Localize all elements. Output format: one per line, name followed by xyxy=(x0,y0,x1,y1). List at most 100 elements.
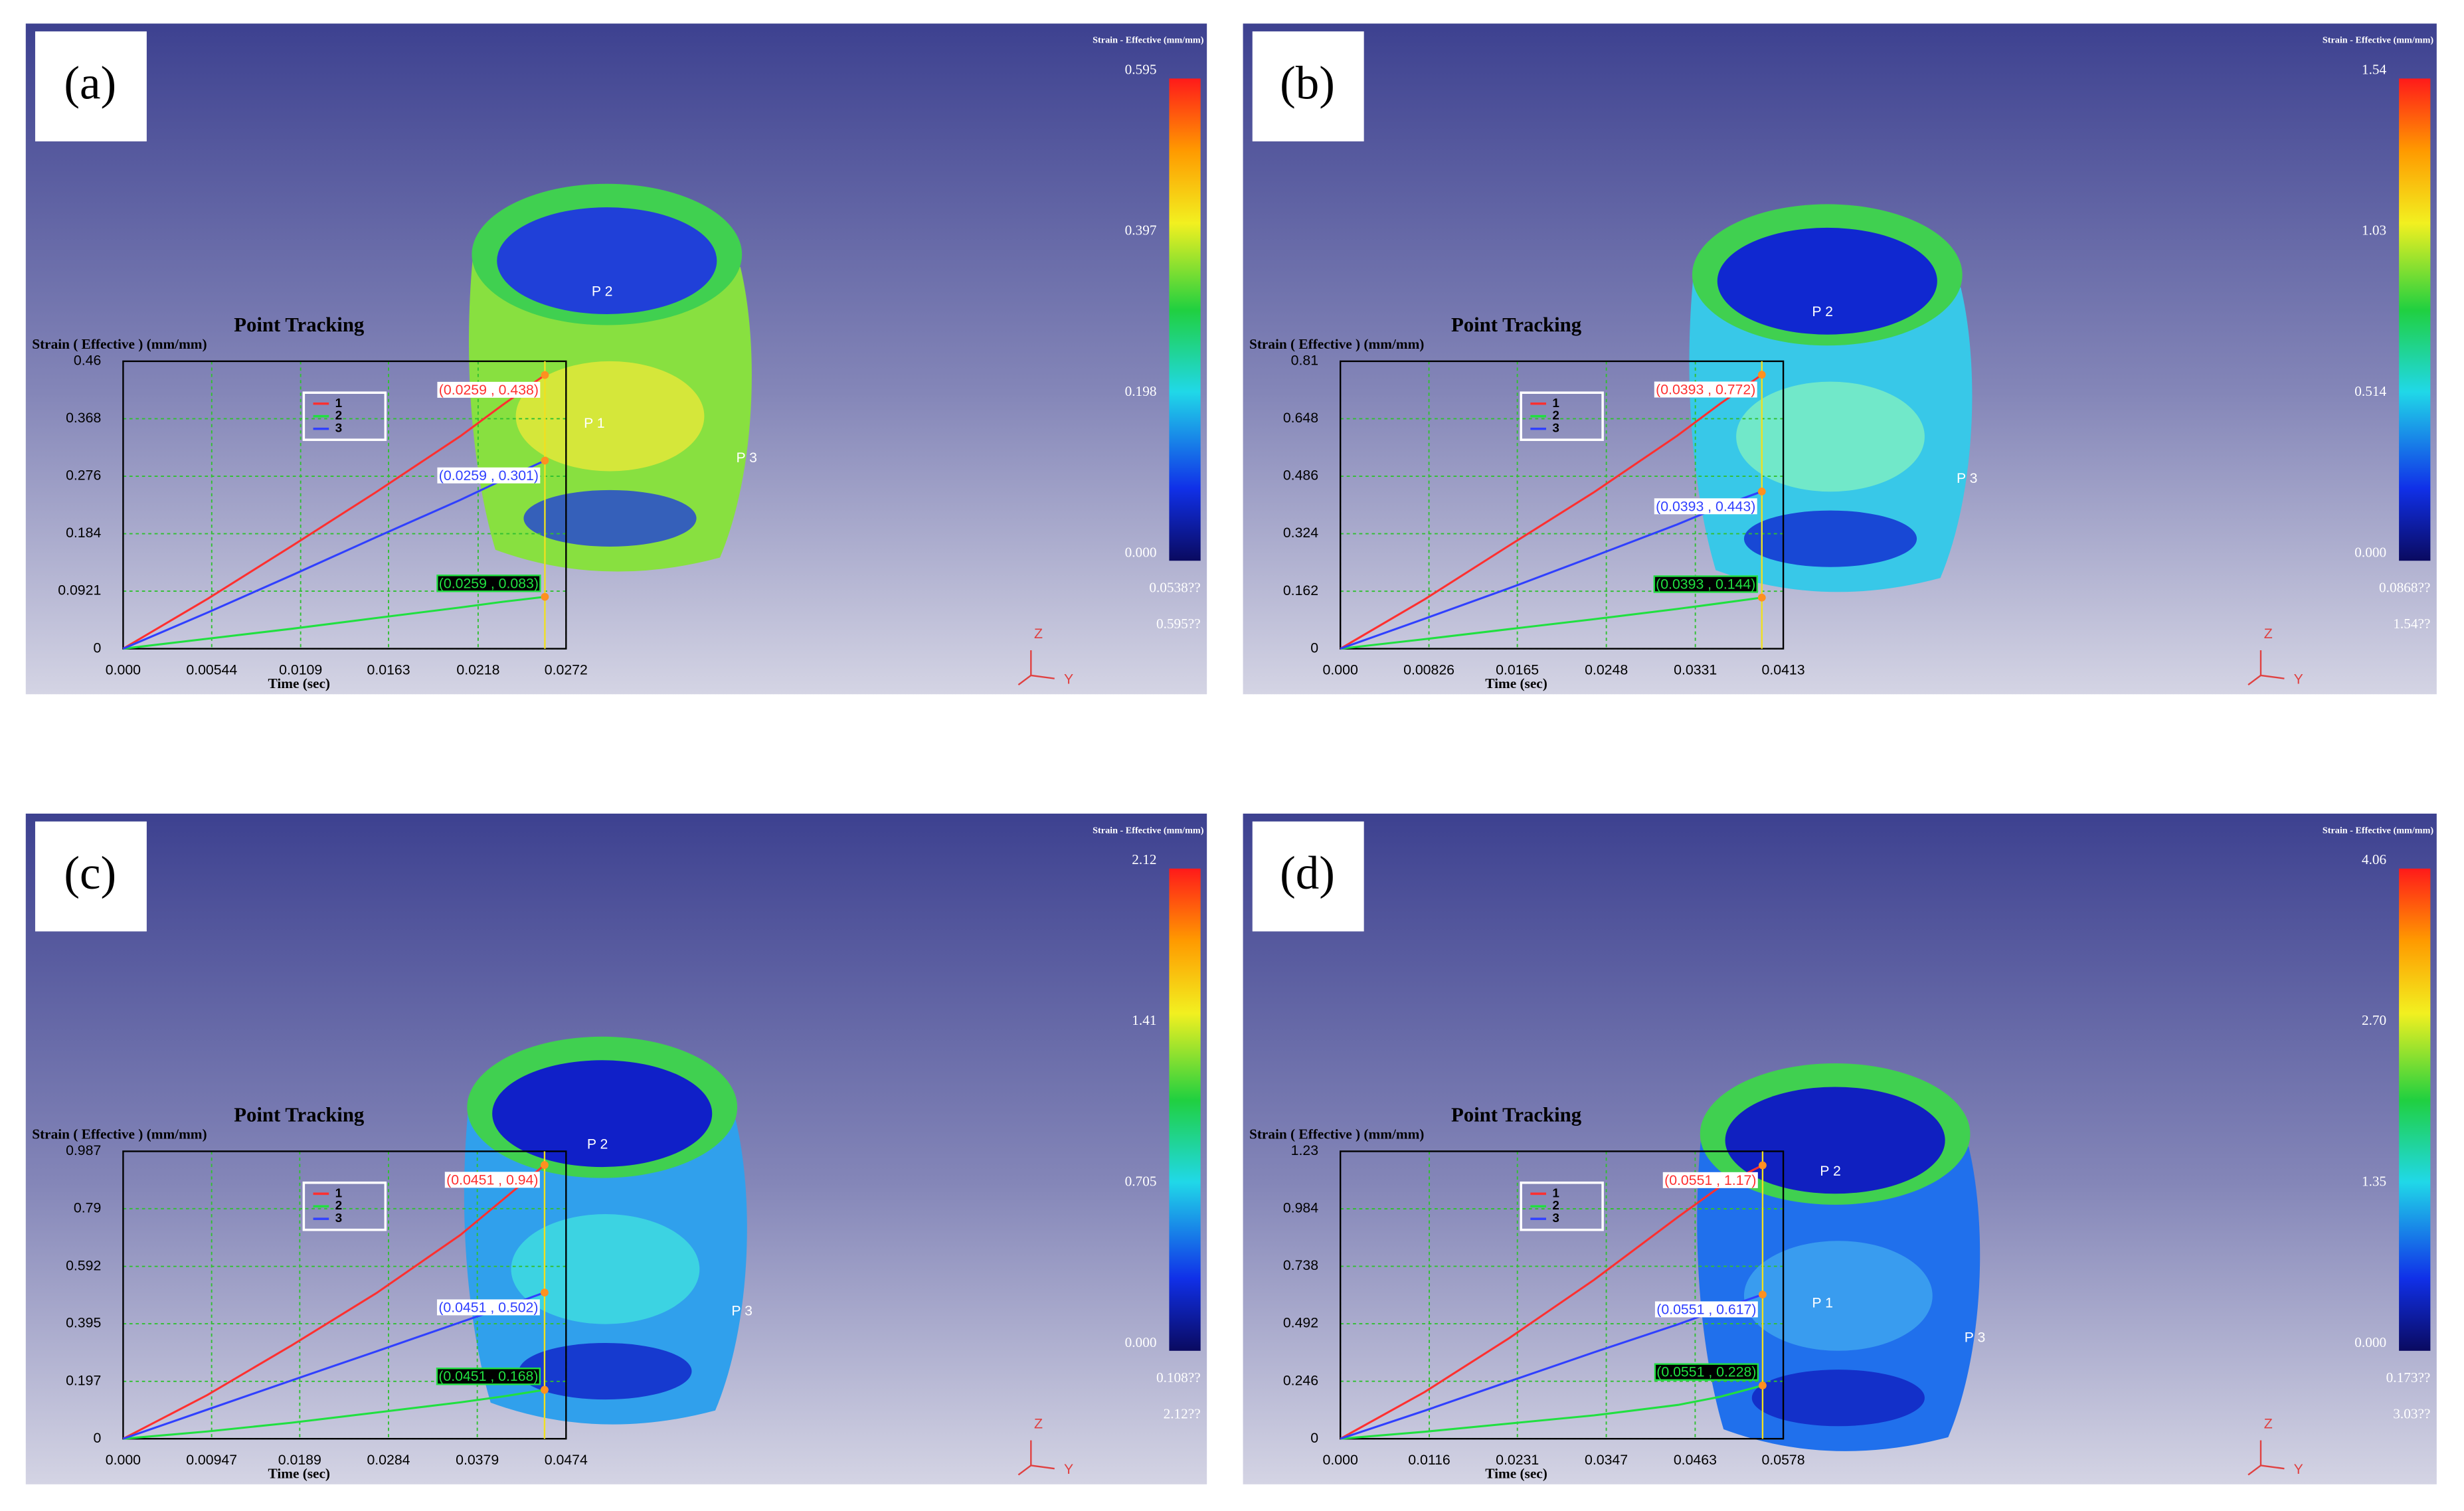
cursor-point xyxy=(541,456,549,465)
annotation-box xyxy=(1654,381,1757,398)
colorbar-min: 0.173?? xyxy=(2386,1370,2431,1385)
y-tick-label: 0.184 xyxy=(66,525,101,541)
colorbar-label: 0.397 xyxy=(1125,222,1157,238)
triad-axis xyxy=(2260,1465,2285,1470)
colorbar-label: 1.03 xyxy=(2362,222,2386,238)
legend-label: 2 xyxy=(1552,409,1559,423)
colorbar xyxy=(2399,868,2431,1351)
colorbar-label: 0.595 xyxy=(1125,61,1157,77)
simulation-model: P 2 P 1 P 3 xyxy=(468,183,757,572)
x-tick-label: 0.0284 xyxy=(367,1452,410,1468)
colorbar-label: 0.000 xyxy=(2354,545,2386,561)
x-tick-label: 0.000 xyxy=(1323,1452,1358,1468)
annotation: (0.0551 , 0.228) xyxy=(1656,1364,1756,1380)
x-axis-label: Time (sec) xyxy=(1485,1465,1547,1481)
y-tick-label: 0.46 xyxy=(74,353,101,369)
colorbar-title: Strain - Effective (mm/mm) xyxy=(1093,825,1204,836)
y-tick-label: 0 xyxy=(93,640,101,656)
triad-label: Y xyxy=(2294,1461,2303,1477)
colorbar-title: Strain - Effective (mm/mm) xyxy=(2323,825,2434,836)
triad-axis xyxy=(1017,674,1032,686)
model-top-inner xyxy=(1725,1087,1945,1194)
x-tick-label: 0.000 xyxy=(106,662,141,677)
series-line xyxy=(1340,596,1762,650)
y-axis-label: Strain ( Effective ) (mm/mm) xyxy=(1249,1126,1424,1142)
annotation: (0.0259 , 0.301) xyxy=(439,468,539,484)
annotation: (0.0393 , 0.443) xyxy=(1656,498,1755,514)
panel-label: (b) xyxy=(1280,58,1335,110)
legend-box xyxy=(1520,391,1604,441)
plot-frame xyxy=(1339,1150,1785,1440)
cursor-point xyxy=(541,1289,549,1297)
x-tick-label: 0.0218 xyxy=(456,662,499,677)
triad-label: Y xyxy=(1064,1461,1073,1477)
annotation: (0.0393 , 0.144) xyxy=(1656,576,1755,592)
legend-label: 1 xyxy=(1552,397,1559,410)
annotation: (0.0393 , 0.772) xyxy=(1656,381,1755,397)
panel: P 2 P 1 P 3 (a) Strain - Effective (mm/mm) 0.… xyxy=(25,23,1207,695)
annotation-box xyxy=(436,1299,540,1316)
panel: P 2 P 3 (c) Strain - Effective (mm/mm) 2.12 1… xyxy=(25,814,1207,1484)
panel-label: (d) xyxy=(1280,847,1335,899)
panel-label-box xyxy=(1252,31,1364,141)
plot-frame xyxy=(1339,360,1785,650)
y-tick-label: 0.368 xyxy=(66,410,101,426)
point-label: P 1 xyxy=(584,415,605,431)
legend-label: 3 xyxy=(335,422,343,436)
model-top-inner xyxy=(1717,227,1937,335)
panel-label: (c) xyxy=(64,847,116,899)
series-line xyxy=(123,1389,545,1440)
y-tick-label: 0.486 xyxy=(1283,468,1318,484)
colorbar-label: 0.514 xyxy=(2354,383,2386,399)
triad-axis xyxy=(1031,1465,1055,1470)
x-tick-label: 0.0109 xyxy=(279,662,322,677)
x-tick-label: 0.0379 xyxy=(456,1452,499,1468)
annotation-box xyxy=(436,575,541,592)
x-tick-label: 0.0463 xyxy=(1674,1452,1717,1468)
point-label: P 3 xyxy=(1965,1329,1986,1345)
x-tick-label: 0.0231 xyxy=(1496,1452,1539,1468)
colorbar-label: 0.705 xyxy=(1125,1174,1157,1190)
y-tick-label: 0.987 xyxy=(66,1142,101,1158)
y-tick-label: 0.81 xyxy=(1291,353,1318,369)
y-tick-label: 1.23 xyxy=(1291,1142,1318,1158)
x-axis-label: Time (sec) xyxy=(268,675,331,691)
colorbar-min: 0.108?? xyxy=(1156,1370,1201,1385)
annotation-box xyxy=(1653,575,1758,593)
y-axis-label: Strain ( Effective ) (mm/mm) xyxy=(1249,336,1424,352)
model-top-inner xyxy=(492,1060,713,1168)
colorbar-title: Strain - Effective (mm/mm) xyxy=(1093,35,1204,46)
annotation: (0.0551 , 0.617) xyxy=(1656,1301,1756,1317)
panel-label-box xyxy=(35,31,147,141)
x-tick-label: 0.0189 xyxy=(278,1452,321,1468)
legend-label: 2 xyxy=(335,1199,343,1213)
colorbar-label: 1.54 xyxy=(2362,61,2387,77)
legend-box xyxy=(1520,1181,1604,1231)
y-tick-label: 0.0921 xyxy=(58,582,101,598)
y-tick-label: 0.324 xyxy=(1283,525,1318,541)
panel-label-box xyxy=(1252,821,1364,932)
chart-title: Point Tracking xyxy=(234,1103,365,1126)
legend-label: 1 xyxy=(335,1186,343,1200)
triad-axis xyxy=(1031,674,1055,679)
point-label: P 2 xyxy=(1820,1163,1841,1179)
annotation-box xyxy=(1654,1363,1759,1381)
colorbar-label: 4.06 xyxy=(2362,851,2386,867)
simulation-model: P 2 P 3 xyxy=(1689,204,1978,592)
y-tick-label: 0.162 xyxy=(1283,582,1318,598)
x-tick-label: 0.0578 xyxy=(1762,1452,1805,1468)
annotation: (0.0451 , 0.502) xyxy=(438,1299,538,1315)
x-tick-label: 0.0347 xyxy=(1585,1452,1628,1468)
triad-label: Y xyxy=(2294,671,2303,687)
cursor-point xyxy=(541,592,549,601)
cursor-point xyxy=(541,371,549,379)
colorbar-max: 0.595?? xyxy=(1156,616,1201,632)
series-line xyxy=(1340,373,1763,650)
y-tick-label: 0.648 xyxy=(1283,410,1318,426)
colorbar-label: 0.000 xyxy=(1125,545,1157,561)
legend-box xyxy=(302,391,387,441)
x-axis-label: Time (sec) xyxy=(1485,675,1547,691)
panel-label-box xyxy=(35,821,147,932)
simulation-model: P 2 P 1 P 3 xyxy=(1697,1063,1985,1451)
y-tick-label: 0.276 xyxy=(66,468,101,484)
